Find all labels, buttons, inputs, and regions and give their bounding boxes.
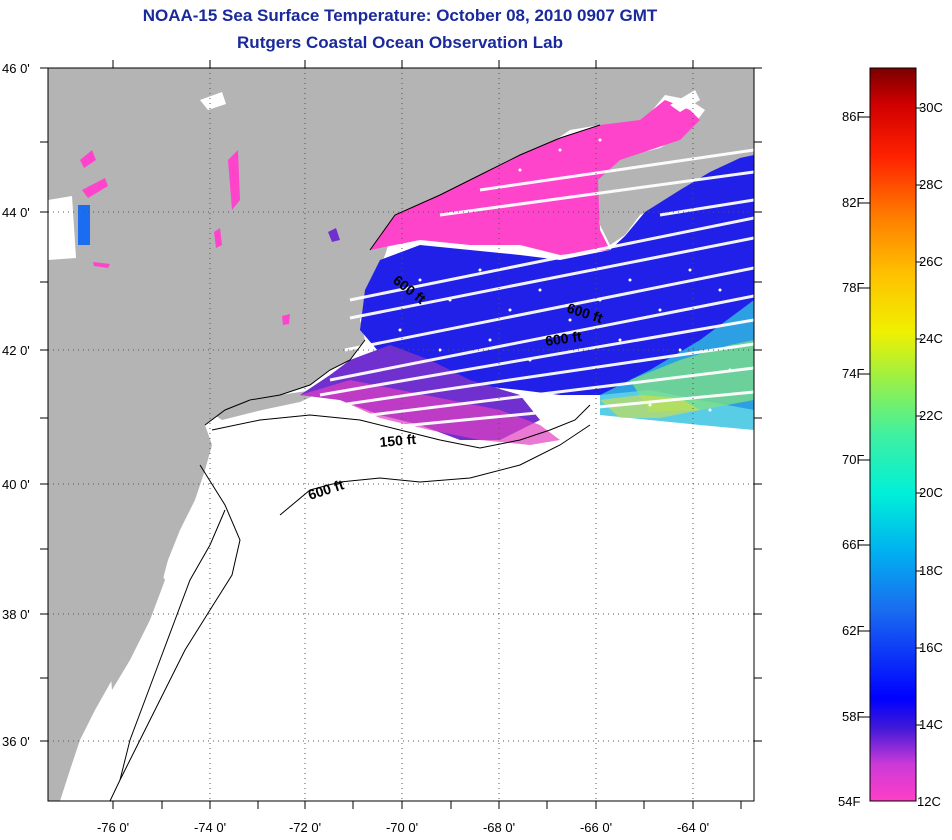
cb-f-86: 86F	[842, 109, 864, 124]
cb-f-78: 78F	[842, 280, 864, 295]
land-nova-scotia	[598, 112, 740, 235]
land-long-island	[210, 388, 330, 420]
cb-f-70: 70F	[842, 452, 864, 467]
cb-c-14: 14C	[919, 717, 943, 732]
cb-c-30: 30C	[919, 100, 943, 115]
lon-label-70: -70 0'	[386, 820, 418, 835]
sst-swath	[300, 100, 754, 445]
coastline-south	[204, 339, 366, 426]
coastline	[369, 124, 601, 251]
lat-label-46: 46 0'	[2, 61, 30, 76]
map-title: NOAA-15 Sea Surface Temperature: October…	[142, 6, 658, 25]
colorbar	[869, 67, 917, 802]
cb-c-28: 28C	[919, 177, 943, 192]
lat-label-40: 40 0'	[2, 477, 30, 492]
colorbar-ticks	[862, 107, 922, 726]
lon-label-76: -76 0'	[97, 820, 129, 835]
map-frame	[47, 67, 755, 802]
graticule	[48, 68, 754, 801]
inland-water-detections	[48, 90, 700, 325]
cb-c-12: 12C	[917, 794, 941, 809]
lat-label-44: 44 0'	[2, 205, 30, 220]
contour-shelf-inner	[119, 509, 226, 781]
cb-f-82: 82F	[842, 195, 864, 210]
cb-c-16: 16C	[919, 640, 943, 655]
lat-label-42: 42 0'	[2, 343, 30, 358]
cb-f-74: 74F	[842, 366, 864, 381]
cb-c-22: 22C	[919, 408, 943, 423]
land-mainland	[48, 68, 754, 801]
cb-f-58: 58F	[842, 709, 864, 724]
lon-ticks	[112, 60, 742, 809]
cb-f-66: 66F	[842, 537, 864, 552]
cb-f-54: 54F	[838, 794, 860, 809]
lat-label-36: 36 0'	[2, 734, 30, 749]
lon-label-66: -66 0'	[580, 820, 612, 835]
contour-label-150ft: 150 ft	[379, 431, 417, 450]
contour-label-600ft-c: 600 ft	[544, 328, 583, 349]
map-subtitle: Rutgers Coastal Ocean Observation Lab	[237, 33, 563, 52]
lon-label-74: -74 0'	[194, 820, 226, 835]
contour-600ft	[109, 424, 591, 801]
cb-c-26: 26C	[919, 254, 943, 269]
cb-c-20: 20C	[919, 485, 943, 500]
contour-150ft	[211, 404, 591, 449]
lat-label-38: 38 0'	[2, 607, 30, 622]
land-delmarva	[108, 555, 165, 690]
cb-c-24: 24C	[919, 331, 943, 346]
lon-label-68: -68 0'	[483, 820, 515, 835]
lon-label-64: -64 0'	[677, 820, 709, 835]
lon-label-72: -72 0'	[289, 820, 321, 835]
cb-f-62: 62F	[842, 623, 864, 638]
lat-ticks	[40, 67, 762, 742]
cb-c-18: 18C	[919, 563, 943, 578]
